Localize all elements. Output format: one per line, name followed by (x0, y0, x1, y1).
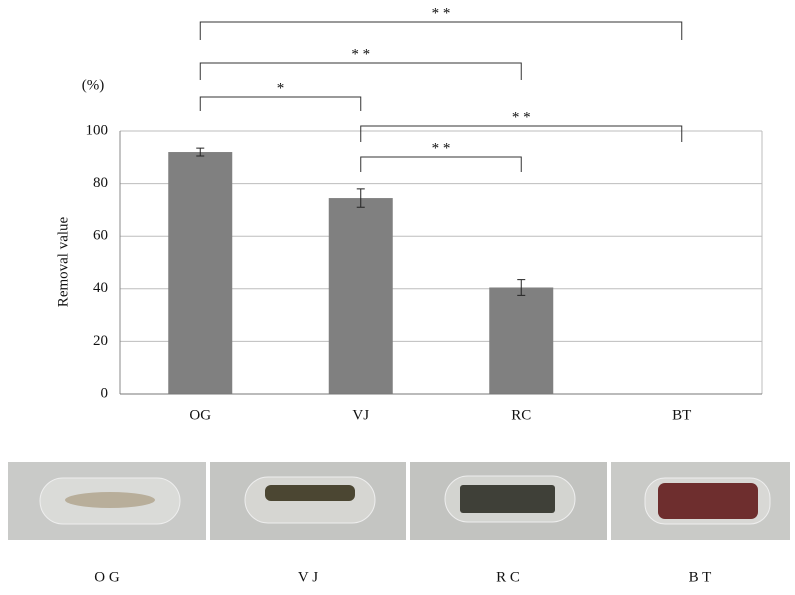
x-tick-label: RC (511, 407, 531, 423)
photo-stain (658, 483, 758, 519)
significance-bracket (200, 63, 521, 80)
x-tick-label: BT (672, 407, 691, 423)
photos (8, 462, 790, 540)
significance-label: * * (512, 109, 531, 125)
bar (489, 287, 553, 394)
y-tick-label: 0 (101, 385, 109, 401)
bar (329, 198, 393, 394)
x-tick-label: OG (189, 407, 211, 423)
y-tick-label: 100 (86, 122, 109, 138)
photo-label: O G (94, 569, 120, 585)
photo-stain (460, 485, 555, 513)
photo-stain (65, 492, 155, 508)
significance-bracket (361, 157, 522, 172)
photo-label: B T (689, 569, 712, 585)
x-tick-label: VJ (352, 407, 369, 423)
y-tick-label: 80 (93, 175, 108, 191)
photo-label: V J (298, 569, 318, 585)
significance-bracket (200, 22, 682, 40)
figure: (%) Removal value 0 20 40 60 80 100 OG VJ RC BT * … (0, 0, 795, 590)
photo-label: R C (496, 569, 520, 585)
significance-bracket (361, 126, 682, 142)
y-tick-label: 60 (93, 228, 108, 244)
significance-label: * * (432, 5, 451, 21)
y-tick-label: 20 (93, 333, 108, 349)
significance-label: * (277, 80, 285, 96)
y-axis-title: Removal value (55, 216, 71, 307)
significance-label: * * (432, 140, 451, 156)
bar (168, 152, 232, 394)
significance-label: * * (351, 46, 370, 62)
photo-stain (265, 485, 355, 501)
y-unit: (%) (82, 77, 105, 93)
y-tick-label: 40 (93, 280, 108, 296)
significance-bracket (200, 97, 361, 111)
